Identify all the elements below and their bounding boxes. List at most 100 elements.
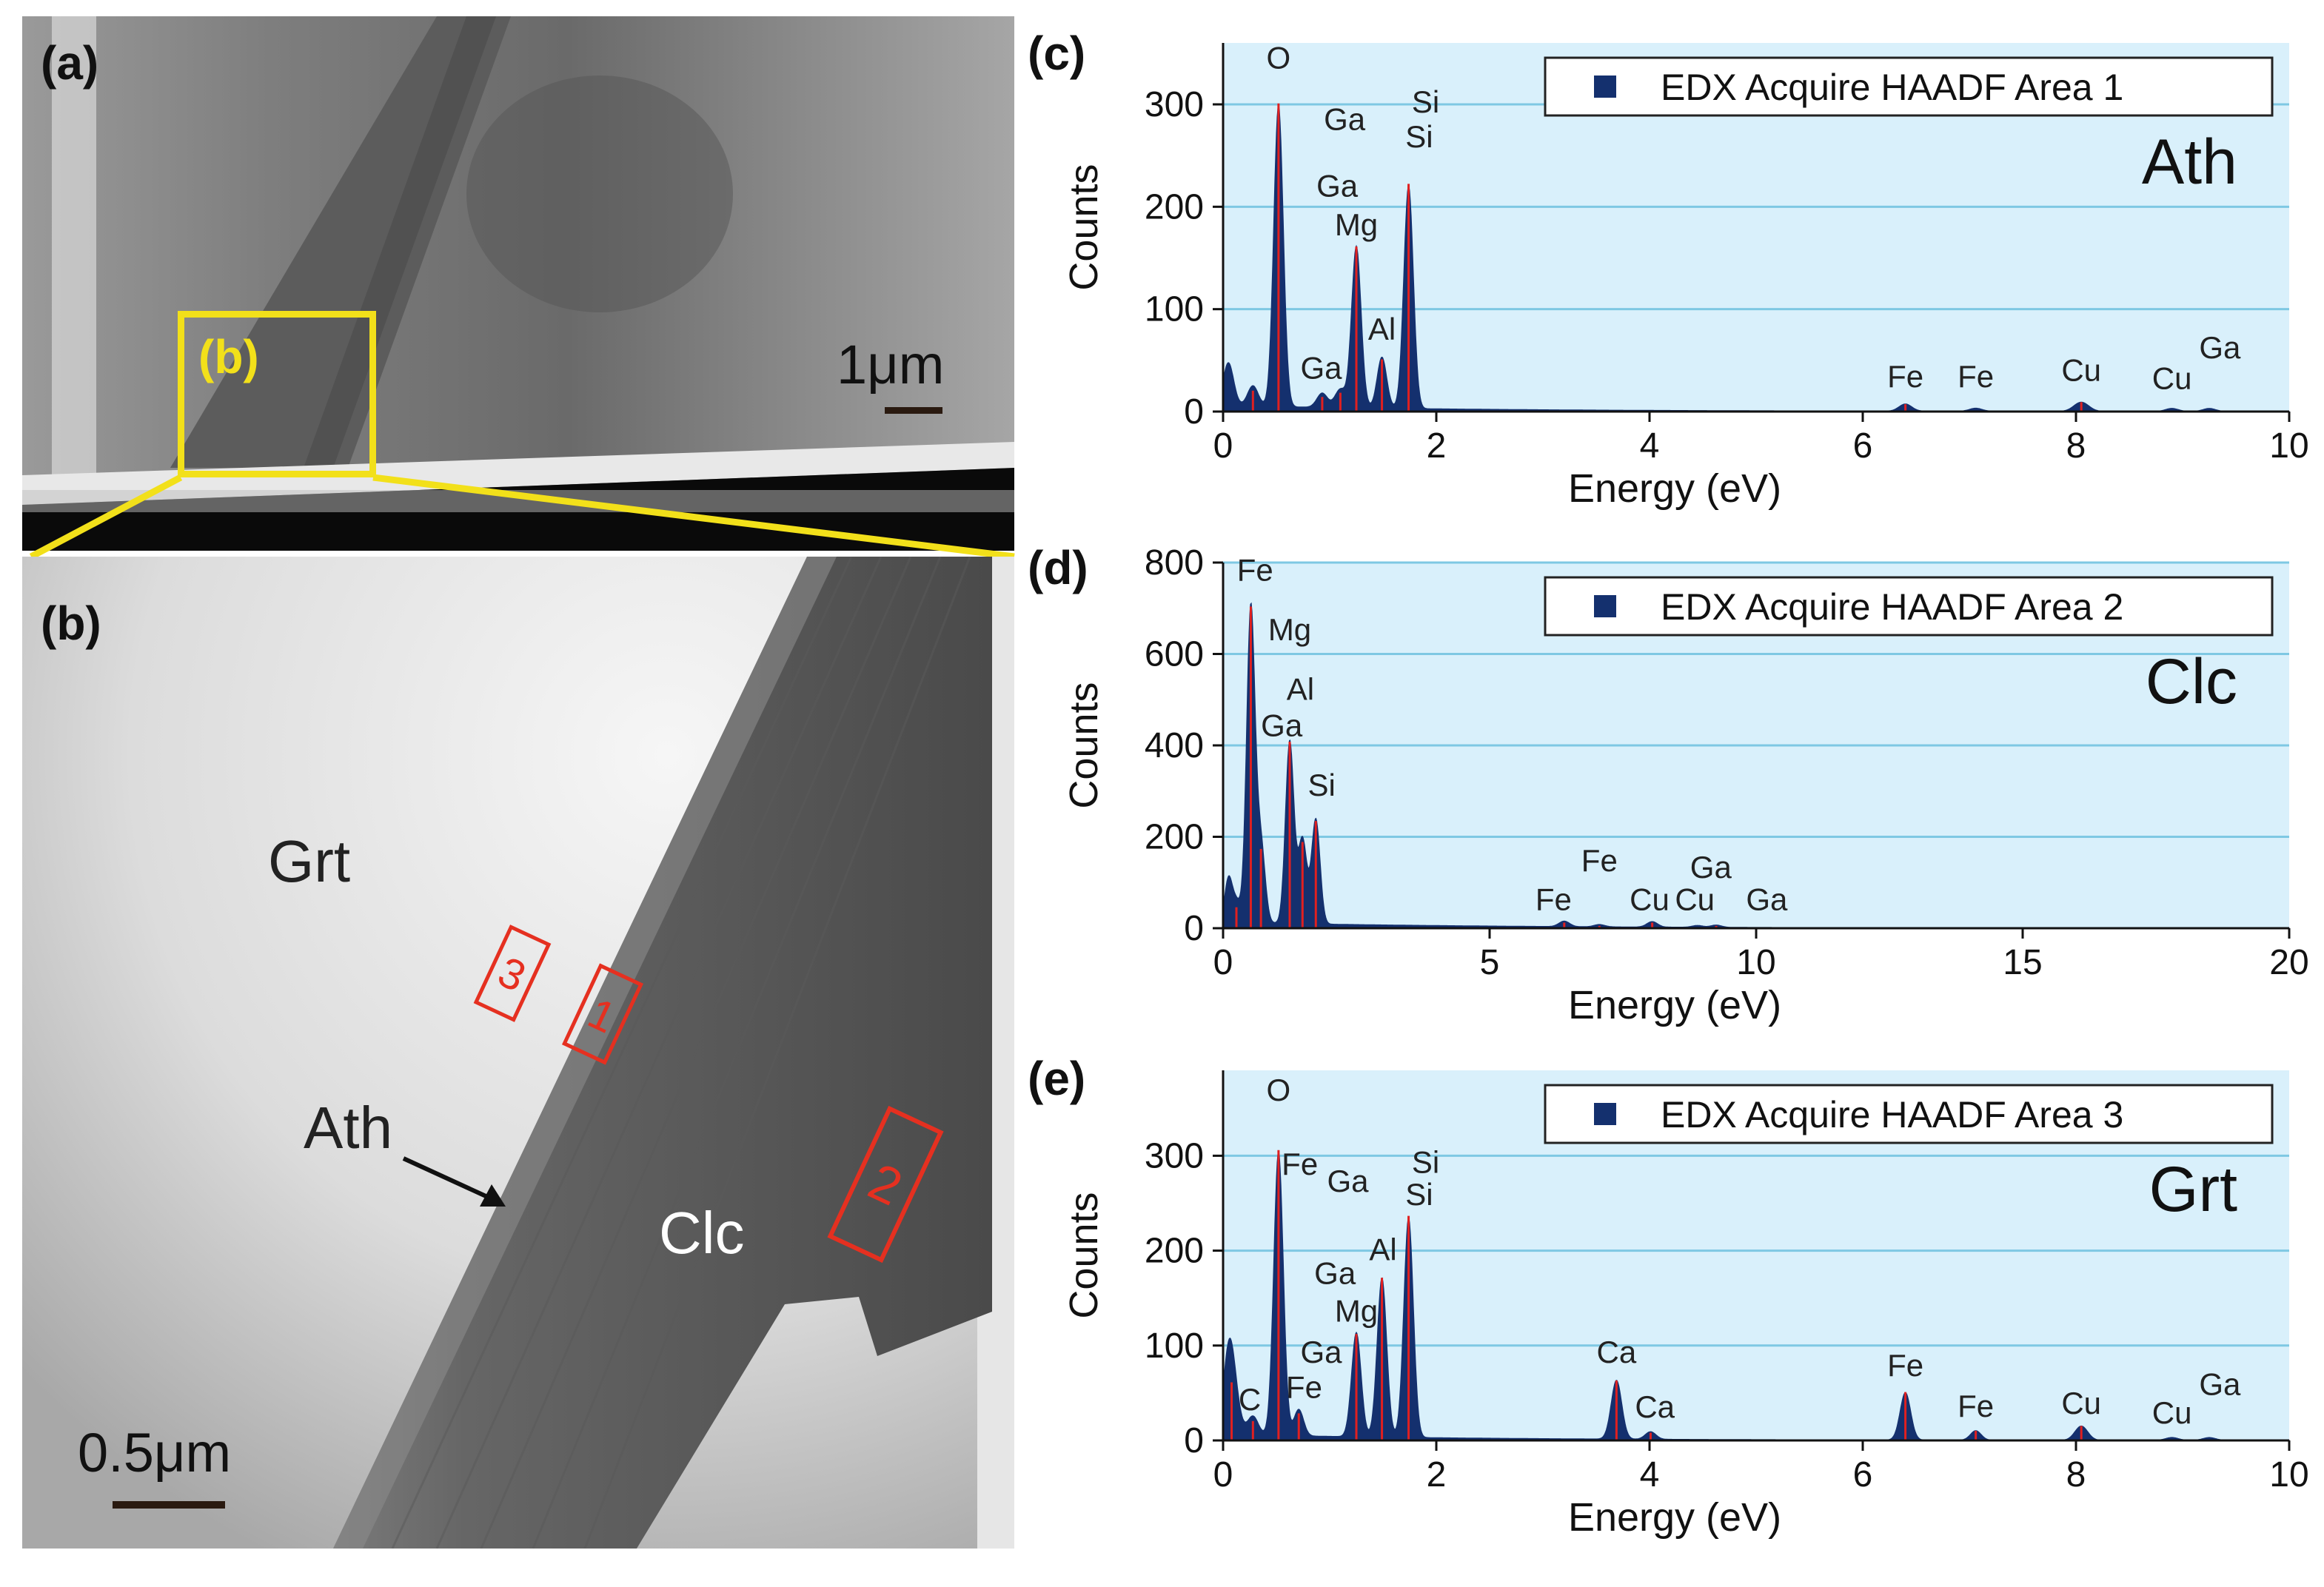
y-tick-label: 300 (1145, 85, 1204, 124)
panel-b-scale-label: 0.5μm (78, 1422, 232, 1483)
y-tick-label: 800 (1145, 543, 1204, 583)
peak-annotation: Ga (2199, 330, 2241, 365)
x-tick-label: 2 (1427, 426, 1447, 466)
y-tick-label: 0 (1184, 392, 1204, 432)
ath-arrow-head (480, 1184, 506, 1207)
inset-box-b (178, 311, 376, 477)
peak-annotation: Fe (1958, 1389, 1994, 1423)
x-axis-label: Energy (eV) (1568, 1495, 1781, 1540)
x-tick-label: 0 (1213, 1455, 1233, 1494)
peak-annotation: Ga (1261, 708, 1303, 743)
y-tick-label: 0 (1184, 909, 1204, 948)
y-tick-label: 400 (1145, 726, 1204, 765)
peak-annotation: Ga (1746, 882, 1788, 916)
peak-annotation: Ga (1300, 351, 1342, 386)
peak-annotation: Fe (1237, 553, 1273, 588)
peak-annotation: Mg (1335, 1294, 1378, 1329)
peak-annotation: Cu (1675, 882, 1715, 916)
x-tick-label: 10 (2269, 426, 2308, 466)
area-box-1 (561, 963, 644, 1065)
x-axis-label: Energy (eV) (1568, 983, 1781, 1027)
peak-annotation: Si (1405, 1177, 1433, 1212)
x-tick-label: 8 (2066, 1455, 2086, 1494)
peak-annotation: Ga (2199, 1366, 2241, 1401)
peak-annotation: Ga (1314, 1255, 1356, 1290)
peak-annotation: Si (1308, 768, 1336, 802)
x-tick-label: 5 (1480, 943, 1500, 982)
phase-label-clc: Clc (659, 1200, 745, 1266)
y-tick-label: 100 (1145, 290, 1204, 329)
x-tick-label: 2 (1427, 1455, 1447, 1494)
peak-annotation: Ga (1316, 169, 1359, 204)
connector-left (29, 474, 183, 560)
x-tick-label: 4 (1640, 426, 1660, 466)
legend-swatch (1594, 595, 1616, 617)
inset-box-b-label: (b) (198, 330, 259, 383)
panel-c-label: (c) (1028, 27, 1086, 80)
y-tick-label: 200 (1145, 187, 1204, 227)
peak-annotation: Cu (2061, 1386, 2101, 1420)
peak-annotation: Mg (1268, 612, 1311, 647)
y-tick-label: 600 (1145, 635, 1204, 674)
legend-box (1544, 576, 2274, 637)
peak-annotation: Al (1368, 312, 1396, 346)
phase-label-grt: Grt (268, 828, 351, 894)
peak-annotation: Mg (1335, 207, 1378, 242)
peak-annotation: O (1267, 41, 1291, 76)
x-tick-label: 10 (2269, 1455, 2308, 1494)
legend-box (1544, 1084, 2274, 1144)
panel-a-label: (a) (41, 36, 99, 90)
legend-label: EDX Acquire HAADF Area 1 (1661, 67, 2123, 108)
peak-annotation: Ca (1597, 1335, 1637, 1369)
connector-right (372, 474, 1015, 560)
y-axis-label: Counts (1062, 1192, 1106, 1318)
y-tick-label: 300 (1145, 1136, 1204, 1175)
x-tick-label: 6 (1853, 426, 1873, 466)
peak-annotation: Cu (2152, 361, 2192, 396)
peak-annotation: Fe (1286, 1369, 1322, 1404)
peak-annotation: Fe (1958, 359, 1994, 394)
x-axis-label: Energy (eV) (1568, 466, 1781, 511)
legend-swatch (1594, 76, 1616, 98)
peak-annotation: Fe (1536, 882, 1572, 916)
x-tick-label: 8 (2066, 426, 2086, 466)
tem-image-a-graphic (22, 16, 1014, 551)
y-tick-label: 200 (1145, 818, 1204, 857)
x-tick-label: 0 (1213, 426, 1233, 466)
ath-arrow-line (402, 1156, 494, 1201)
peak-annotation: Si (1405, 119, 1433, 154)
y-tick-label: 0 (1184, 1421, 1204, 1460)
x-tick-label: 0 (1213, 943, 1233, 982)
peak-annotation: Fe (1581, 843, 1618, 878)
x-tick-label: 10 (1736, 943, 1775, 982)
peak-annotation: Fe (1887, 1348, 1923, 1383)
legend-label: EDX Acquire HAADF Area 2 (1661, 586, 2123, 628)
peak-annotation: Al (1369, 1232, 1396, 1266)
x-tick-label: 4 (1640, 1455, 1660, 1494)
peak-annotation: Ga (1300, 1335, 1342, 1369)
area-box-2 (827, 1105, 944, 1264)
mineral-label: Ath (2142, 127, 2237, 198)
x-tick-label: 6 (1853, 1455, 1873, 1494)
peak-annotation: Si (1412, 1144, 1439, 1179)
panel-e-label: (e) (1028, 1052, 1086, 1105)
peak-annotation: Cu (1630, 882, 1670, 916)
panel-b-scale-bar (113, 1501, 225, 1509)
y-axis-label: Counts (1062, 682, 1106, 808)
peak-annotation: Fe (1887, 359, 1923, 394)
peak-annotation: Al (1287, 671, 1314, 706)
peak-annotation: Ga (1324, 102, 1366, 137)
y-tick-label: 200 (1145, 1232, 1204, 1271)
peak-annotation: Ga (1327, 1164, 1369, 1198)
peak-annotation: Cu (2061, 353, 2101, 388)
peak-annotation: Ca (1635, 1389, 1675, 1424)
legend-box (1544, 56, 2274, 117)
peak-annotation: Ga (1690, 850, 1732, 885)
mineral-label: Clc (2146, 646, 2237, 717)
y-tick-label: 100 (1145, 1326, 1204, 1366)
x-tick-label: 15 (2003, 943, 2042, 982)
